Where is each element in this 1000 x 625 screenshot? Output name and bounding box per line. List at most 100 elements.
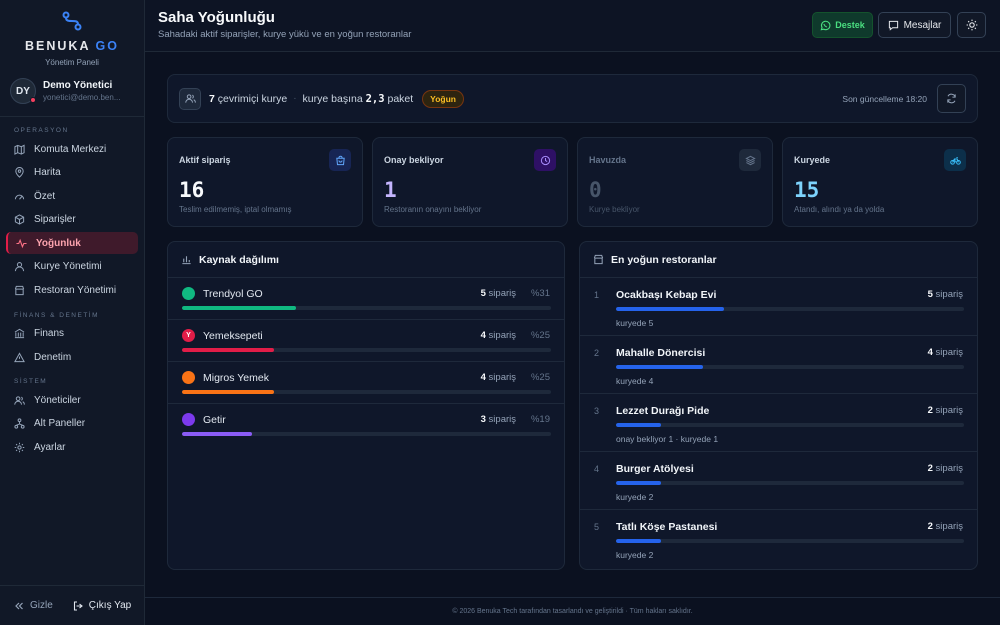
kpi-card-active-orders: Aktif sipariş 16 Teslim edilmemiş, iptal… [167, 137, 363, 227]
restaurant-status: kuryede 2 [616, 550, 654, 560]
kpi-value: 16 [179, 178, 205, 202]
restaurant-count: 2 sipariş [927, 405, 963, 416]
kpi-value: 15 [794, 178, 820, 202]
source-count: 4 sipariş [480, 330, 516, 341]
messages-button[interactable]: Mesajlar [878, 12, 951, 38]
list-item[interactable]: 2 Mahalle Dönercisi 4 sipariş kuryede 4 [580, 336, 977, 394]
progress-fill [616, 539, 662, 543]
progress-track [182, 432, 551, 436]
bank-icon [14, 328, 25, 339]
progress-fill [616, 307, 724, 311]
source-count: 5 sipariş [480, 288, 516, 299]
warning-icon [14, 351, 25, 363]
kpi-description: Teslim edilmemiş, iptal olmamış [179, 205, 292, 214]
per-courier-load: kurye başına 2,3 paket [302, 92, 414, 105]
list-item[interactable]: 3 Lezzet Durağı Pide 2 sipariş onay bekl… [580, 394, 977, 452]
sidebar-item-yogunluk[interactable]: Yoğunluk [6, 232, 138, 255]
brand-logo-icon [0, 10, 144, 37]
restaurant-name: Burger Atölyesi [616, 463, 694, 475]
logout-button[interactable]: Çıkış Yap [73, 600, 131, 611]
layers-icon [739, 149, 761, 171]
progress-track [616, 539, 964, 543]
restaurant-name: Ocakbaşı Kebap Evi [616, 289, 717, 301]
refresh-button[interactable] [937, 84, 966, 113]
summary-bar: 7 çevrimiçi kurye · kurye başına 2,3 pak… [167, 74, 978, 123]
status-dot [30, 97, 36, 103]
user-profile[interactable]: DY Demo Yönetici yonetici@demo.ben... [0, 73, 144, 109]
sidebar-item-kurye-yonetimi[interactable]: Kurye Yönetimi [6, 256, 138, 278]
source-name: Migros Yemek [203, 372, 269, 384]
rank-number: 1 [594, 290, 600, 300]
restaurant-status: kuryede 4 [616, 376, 654, 386]
sidebar-item-komuta-merkezi[interactable]: Komuta Merkezi [6, 138, 138, 160]
progress-fill [182, 390, 275, 394]
list-item: Migros Yemek 4 sipariş %25 [168, 362, 564, 404]
sidebar-footer: Gizle Çıkış Yap [0, 585, 145, 625]
pin-icon [14, 167, 25, 178]
list-item: Y Yemeksepeti 4 sipariş %25 [168, 320, 564, 362]
user-icon [14, 261, 25, 272]
source-count: 3 sipariş [480, 414, 516, 425]
gear-icon [14, 442, 25, 453]
refresh-icon [947, 93, 956, 104]
list-item[interactable]: 1 Ocakbaşı Kebap Evi 5 sipariş kuryede 5 [580, 278, 977, 336]
source-percent: %19 [530, 414, 550, 425]
progress-track [616, 307, 964, 311]
progress-fill [182, 348, 275, 352]
box-icon [14, 214, 25, 225]
users-icon [14, 395, 25, 406]
source-distribution-panel: Kaynak dağılımı Trendyol GO 5 sipariş %3… [167, 241, 565, 570]
progress-fill [182, 306, 297, 310]
kpi-card-with-courier: Kuryede 15 Atandı, alındı ya da yolda [782, 137, 978, 227]
sidebar-item-ozet[interactable]: Özet [6, 185, 138, 207]
store-icon [593, 254, 604, 265]
restaurant-count: 2 sipariş [927, 463, 963, 474]
yemeksepeti-logo-icon: Y [182, 329, 195, 342]
list-item[interactable]: 5 Tatlı Köşe Pastanesi 2 sipariş kuryede… [580, 510, 977, 568]
sidebar-item-yoneticiler[interactable]: Yöneticiler [6, 389, 138, 411]
progress-track [616, 423, 964, 427]
sidebar-item-denetim[interactable]: Denetim [6, 346, 138, 368]
progress-fill [616, 481, 662, 485]
trendyol-logo-icon [182, 287, 195, 300]
sidebar-item-restoran-yonetimi[interactable]: Restoran Yönetimi [6, 280, 138, 302]
user-email: yonetici@demo.ben... [43, 93, 121, 102]
section-title: FİNANS & DENETİM [14, 311, 100, 319]
online-couriers: 7 çevrimiçi kurye [209, 92, 288, 105]
list-item: Getir 3 sipariş %19 [168, 404, 564, 446]
sidebar-item-harita[interactable]: Harita [6, 162, 138, 184]
kpi-label: Havuzda [589, 155, 627, 165]
source-percent: %25 [530, 330, 550, 341]
progress-track [616, 481, 964, 485]
users-icon [179, 87, 201, 110]
kpi-value: 1 [384, 178, 397, 202]
sidebar-item-siparisler[interactable]: Siparişler [6, 209, 138, 231]
panel-header: En yoğun restoranlar [580, 242, 977, 278]
brand-name: BENUKA GO [25, 39, 119, 53]
status-badge: Yoğun [422, 89, 464, 108]
sidebar-item-finans[interactable]: Finans [6, 323, 138, 345]
store-icon [14, 285, 25, 296]
theme-toggle-button[interactable] [957, 12, 986, 38]
sidebar-item-alt-paneller[interactable]: Alt Paneller [6, 413, 138, 435]
source-name: Yemeksepeti [203, 330, 263, 342]
collapse-button[interactable]: Gizle [14, 600, 53, 611]
sidebar-item-ayarlar[interactable]: Ayarlar [6, 436, 138, 458]
bag-icon [329, 149, 351, 171]
gauge-icon [14, 191, 25, 202]
panel-header: Kaynak dağılımı [168, 242, 564, 278]
kpi-card-in-pool: Havuzda 0 Kurye bekliyor [577, 137, 773, 227]
progress-track [182, 306, 551, 310]
progress-track [182, 348, 551, 352]
migros-logo-icon [182, 371, 195, 384]
pulse-icon [16, 238, 27, 249]
restaurant-name: Mahalle Dönercisi [616, 347, 706, 359]
restaurant-count: 5 sipariş [927, 289, 963, 300]
list-item[interactable]: 4 Burger Atölyesi 2 sipariş kuryede 2 [580, 452, 977, 510]
brand: BENUKA GO [0, 0, 144, 56]
source-name: Getir [203, 414, 226, 426]
support-button[interactable]: Destek [812, 12, 873, 38]
top-restaurants-panel: En yoğun restoranlar 1 Ocakbaşı Kebap Ev… [579, 241, 978, 570]
last-updated: Son güncelleme 18:20 [842, 93, 927, 104]
progress-fill [616, 365, 703, 369]
